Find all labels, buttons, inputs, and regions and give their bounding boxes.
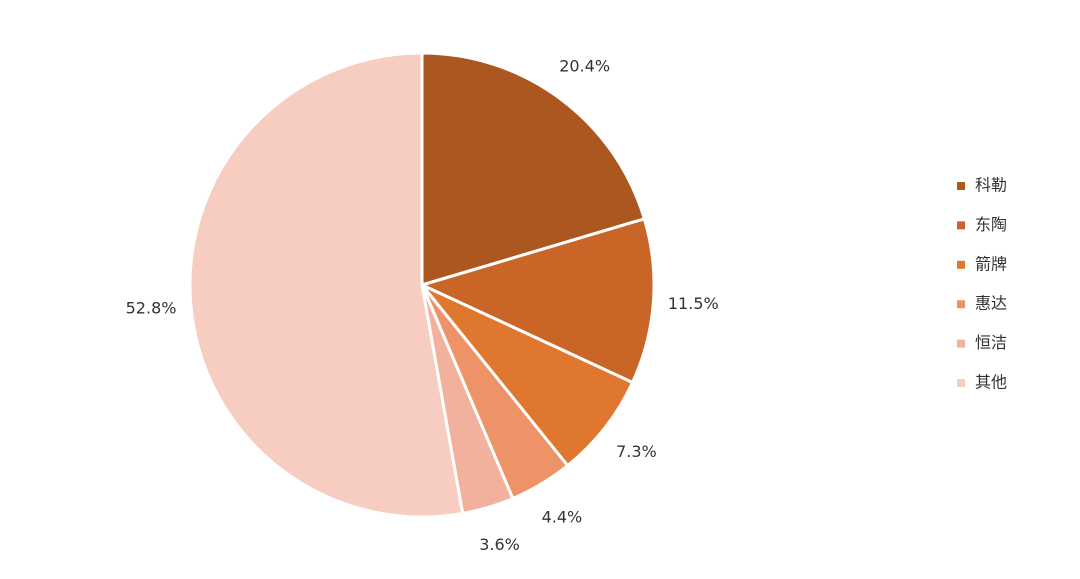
pie-slice: [420, 283, 635, 468]
data-label: 7.3%: [616, 442, 657, 461]
data-label: 11.5%: [668, 294, 719, 313]
legend-swatch: [957, 339, 965, 348]
data-label: 20.4%: [559, 56, 610, 75]
legend-label: 科勒: [975, 176, 1007, 195]
legend-swatch: [957, 379, 965, 387]
legend-label: 惠达: [975, 294, 1007, 313]
data-label: 4.4%: [542, 508, 583, 527]
legend-label: 恒洁: [975, 333, 1007, 352]
legend-label: 箭牌: [975, 254, 1007, 273]
legend-swatch: [957, 221, 965, 230]
pie-slice: [420, 51, 647, 288]
legend-swatch: [957, 182, 965, 190]
data-label: 3.6%: [479, 535, 520, 554]
legend-label: 其他: [975, 373, 1007, 392]
legend-swatch: [957, 300, 965, 309]
pie-slice: [417, 217, 656, 385]
legend-swatch: [957, 260, 965, 269]
legend-label: 东陶: [975, 215, 1007, 234]
data-label: 52.8%: [126, 298, 177, 317]
pie-slice: [188, 51, 465, 519]
